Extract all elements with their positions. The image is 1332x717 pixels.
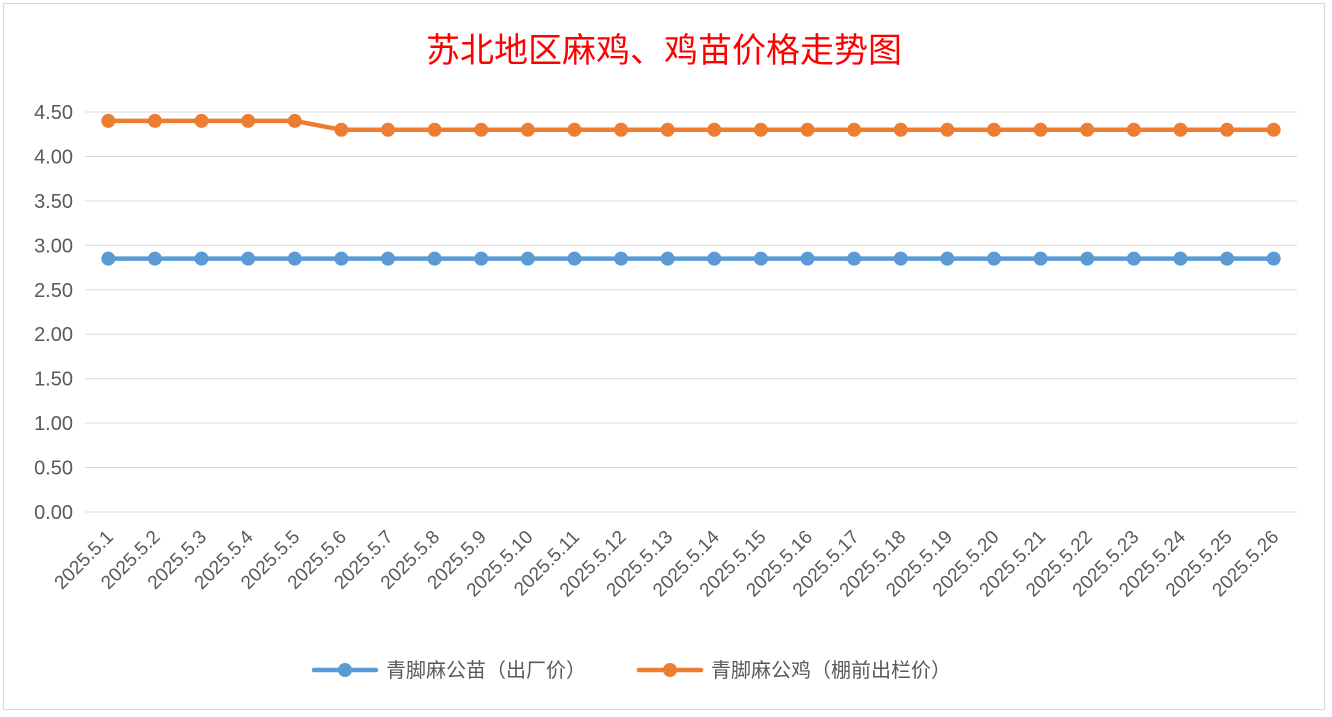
data-point	[427, 122, 442, 137]
data-point	[427, 251, 442, 266]
data-point	[567, 122, 582, 137]
data-point	[800, 251, 815, 266]
data-point	[893, 251, 908, 266]
data-point	[800, 122, 815, 137]
data-point	[1266, 251, 1281, 266]
data-point	[614, 122, 629, 137]
series-2	[101, 113, 1281, 137]
y-tick-label: 1.00	[34, 413, 73, 435]
data-point	[1126, 251, 1141, 266]
data-point	[474, 122, 489, 137]
data-point	[241, 113, 256, 128]
data-point	[1266, 122, 1281, 137]
data-point	[1080, 122, 1095, 137]
y-tick-label: 3.50	[34, 191, 73, 213]
data-point	[1033, 122, 1048, 137]
data-point	[1173, 122, 1188, 137]
legend-label: 青脚麻公苗（出厂价）	[386, 658, 586, 682]
data-point	[1033, 251, 1048, 266]
data-point	[1080, 251, 1095, 266]
data-point	[1173, 251, 1188, 266]
legend-item-1: 青脚麻公苗（出厂价）	[311, 658, 586, 682]
data-point	[567, 251, 582, 266]
y-tick-label: 0.50	[34, 458, 73, 480]
y-tick-label: 2.00	[34, 324, 73, 346]
data-point	[660, 251, 675, 266]
data-point	[753, 251, 768, 266]
series-line	[106, 118, 1276, 133]
data-point	[241, 251, 256, 266]
data-point	[707, 251, 722, 266]
series-layer	[101, 113, 1281, 266]
data-point	[287, 251, 302, 266]
data-point	[614, 251, 629, 266]
y-tick-label: 1.50	[34, 369, 73, 391]
data-point	[101, 251, 116, 266]
data-point	[987, 122, 1001, 137]
y-tick-label: 2.50	[34, 280, 73, 302]
data-point	[520, 122, 535, 137]
legend-label: 青脚麻公鸡（棚前出栏价）	[711, 658, 951, 682]
legend-marker	[663, 663, 677, 677]
gridlines	[85, 111, 1297, 513]
data-point	[147, 251, 162, 266]
chart-frame: 苏北地区麻鸡、鸡苗价格走势图 0.00 0.50 1.00 1.50 2.00 2.50 3…	[3, 3, 1325, 710]
data-point	[334, 251, 349, 266]
data-point	[940, 122, 955, 137]
data-point	[334, 122, 349, 137]
chart-title: 苏北地区麻鸡、鸡苗价格走势图	[426, 31, 902, 71]
data-point	[1126, 122, 1141, 137]
line-chart: 苏北地区麻鸡、鸡苗价格走势图 0.00 0.50 1.00 1.50 2.00 2.50 3…	[34, 31, 1297, 682]
data-point	[893, 122, 908, 137]
legend-marker	[338, 663, 352, 677]
data-point	[381, 122, 395, 137]
data-point	[194, 113, 209, 128]
data-point	[147, 113, 162, 128]
data-point	[381, 251, 395, 266]
data-point	[287, 113, 302, 128]
data-point	[660, 122, 675, 137]
data-point	[987, 251, 1001, 266]
y-tick-label: 4.00	[34, 146, 73, 168]
data-point	[753, 122, 768, 137]
data-point	[194, 251, 209, 266]
y-tick-label: 4.50	[34, 102, 73, 124]
data-point	[520, 251, 535, 266]
data-point	[474, 251, 489, 266]
data-point	[847, 251, 862, 266]
y-tick-label: 3.00	[34, 235, 73, 257]
y-axis-ticks: 0.00 0.50 1.00 1.50 2.00 2.50 3.00 3.50 4.00 4.50	[34, 102, 73, 524]
y-tick-label: 0.00	[34, 502, 73, 524]
data-point	[1220, 251, 1235, 266]
data-point	[707, 122, 722, 137]
data-point	[101, 113, 116, 128]
legend: 青脚麻公苗（出厂价） 青脚麻公鸡（棚前出栏价）	[311, 658, 951, 682]
data-point	[1220, 122, 1235, 137]
data-point	[940, 251, 955, 266]
data-point	[847, 122, 862, 137]
x-axis-ticks: 2025.5.12025.5.22025.5.32025.5.42025.5.5…	[51, 526, 1284, 601]
legend-item-2: 青脚麻公鸡（棚前出栏价）	[636, 658, 951, 682]
series-1	[101, 251, 1281, 266]
